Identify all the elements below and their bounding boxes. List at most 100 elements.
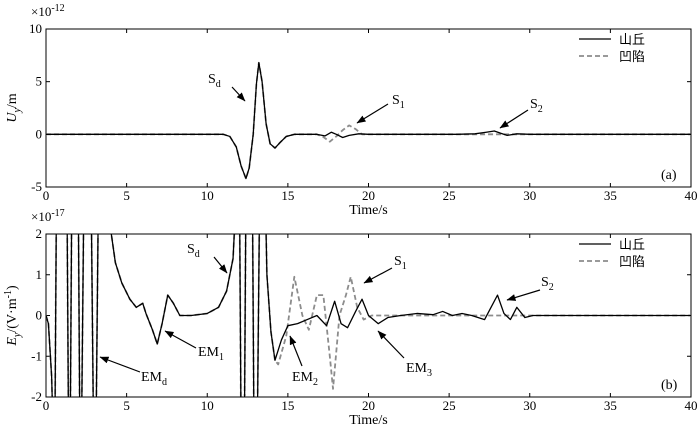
arrow-sd bbox=[213, 256, 228, 274]
arrow-s1 bbox=[356, 103, 389, 124]
annotation-emd-main: EM bbox=[141, 370, 163, 385]
arrow-em2 bbox=[289, 335, 303, 367]
annotation-em2-sub: 2 bbox=[313, 377, 318, 388]
arrow-em3 bbox=[377, 330, 405, 359]
x-tick-label: 30 bbox=[523, 188, 536, 203]
arrow-em1 bbox=[164, 330, 197, 349]
arrow-sd bbox=[231, 86, 246, 102]
x-tick-label: 40 bbox=[685, 188, 698, 203]
x-axis-label: Time/s bbox=[349, 413, 387, 428]
x-tick-label: 10 bbox=[201, 398, 214, 413]
annotation-em2: EM2 bbox=[292, 370, 318, 388]
legend-label: 山丘 bbox=[619, 238, 645, 253]
legend-label: 凹陷 bbox=[619, 50, 645, 65]
y-tick-label: -5 bbox=[31, 179, 42, 194]
y-axis-label-unit-end: ) bbox=[5, 285, 20, 290]
x-tick-label: 20 bbox=[362, 398, 375, 413]
annotation-sd-sub: d bbox=[195, 249, 200, 260]
annotation-sd-sub: d bbox=[216, 79, 221, 90]
annotation-em2-main: EM bbox=[292, 370, 314, 385]
y-tick-label: 2 bbox=[36, 226, 43, 241]
x-tick-label: 15 bbox=[281, 398, 294, 413]
x-tick-label: 20 bbox=[362, 188, 375, 203]
x-tick-label: 0 bbox=[43, 188, 50, 203]
x-tick-label: 5 bbox=[123, 188, 130, 203]
y-axis-label-unit: /m bbox=[5, 93, 20, 108]
annotation-s2-main: S bbox=[530, 97, 538, 112]
y-tick-label: 0 bbox=[36, 308, 43, 323]
panel-b: 0 5 10 15 20 25 30 35 40 -2 -1 0 1 2 ×10-17 Time/s Ey/(V… bbox=[3, 208, 698, 428]
x-tick-label: 40 bbox=[685, 398, 698, 413]
annotation-em1-sub: 1 bbox=[219, 352, 224, 363]
annotation-em3-sub: 3 bbox=[427, 368, 432, 379]
x-tick-label: 0 bbox=[43, 398, 50, 413]
y-axis-label-symbol: E bbox=[5, 337, 20, 347]
plot-frame bbox=[45, 28, 692, 188]
y-axis-label: Ey/(V·m-1) bbox=[3, 285, 23, 347]
series-line-depression bbox=[46, 61, 691, 180]
arrow-s2 bbox=[506, 289, 541, 301]
y-multiplier-exponent: -17 bbox=[51, 208, 64, 219]
annotation-em1: EM1 bbox=[198, 345, 224, 363]
y-tick-label: -1 bbox=[31, 348, 42, 363]
annotation-s1-sub: 1 bbox=[402, 261, 407, 272]
annotation-em1-main: EM bbox=[198, 345, 220, 360]
panel-label: (a) bbox=[661, 168, 677, 183]
panel-a: 0 5 10 15 20 25 30 35 40-50510×10-12Time/sUy/m(a… bbox=[5, 3, 698, 218]
series-group bbox=[46, 61, 691, 180]
annotation-em3-main: EM bbox=[406, 361, 428, 376]
x-tick-label: 35 bbox=[604, 188, 617, 203]
annotation-s2-sub: 2 bbox=[538, 104, 543, 115]
y-multiplier: ×10-17 bbox=[31, 208, 65, 224]
y-multiplier: ×10-12 bbox=[31, 3, 65, 19]
y-axis-label-symbol: U bbox=[5, 112, 20, 123]
annotation-sd: Sd bbox=[187, 242, 200, 260]
legend-label: 凹陷 bbox=[619, 255, 645, 270]
y-tick-label: 10 bbox=[29, 21, 42, 36]
annotation-s2-sub: 2 bbox=[549, 282, 554, 293]
x-tick-label: 25 bbox=[443, 398, 456, 413]
y-axis-label-sub: y bbox=[12, 108, 23, 114]
y-axis-label-unit: /(V·m bbox=[5, 298, 20, 332]
arrow-s2 bbox=[499, 109, 529, 129]
panel-label: (b) bbox=[661, 378, 678, 393]
x-tick-label: 35 bbox=[604, 398, 617, 413]
annotation-emd: EMd bbox=[141, 370, 167, 388]
y-multiplier-exponent: -12 bbox=[51, 3, 64, 14]
legend-label: 山丘 bbox=[619, 33, 645, 48]
annotation-sd: Sd bbox=[208, 72, 221, 90]
annotation-emd-sub: d bbox=[162, 377, 167, 388]
annotation-sd-main: S bbox=[208, 72, 216, 87]
y-tick-label: 1 bbox=[36, 267, 43, 282]
x-axis-label: Time/s bbox=[349, 203, 387, 218]
x-tick-label: 10 bbox=[201, 188, 214, 203]
y-multiplier-base: ×10 bbox=[31, 4, 51, 19]
annotation-s2-main: S bbox=[541, 275, 549, 290]
annotation-s1-main: S bbox=[392, 93, 400, 108]
y-multiplier-base: ×10 bbox=[31, 209, 51, 224]
arrow-emd bbox=[99, 356, 141, 373]
annotation-s1: S1 bbox=[394, 254, 407, 272]
y-tick-label: 5 bbox=[36, 74, 43, 89]
arrow-s1 bbox=[363, 267, 393, 284]
y-axis-label-sub: y bbox=[12, 332, 23, 338]
x-tick-label: 30 bbox=[523, 398, 536, 413]
annotation-em3: EM3 bbox=[406, 361, 432, 379]
x-tick-label: 5 bbox=[123, 398, 130, 413]
series-line-hill bbox=[46, 62, 691, 180]
annotation-sd-main: S bbox=[187, 242, 195, 257]
annotation-s1-main: S bbox=[394, 254, 402, 269]
y-axis-label: Uy/m bbox=[5, 93, 23, 122]
annotation-s1-sub: 1 bbox=[400, 100, 405, 111]
annotation-s2: S2 bbox=[530, 97, 543, 115]
annotation-s2: S2 bbox=[541, 275, 554, 293]
annotation-s1: S1 bbox=[392, 93, 405, 111]
y-tick-label: -2 bbox=[31, 389, 42, 404]
x-tick-label: 15 bbox=[281, 188, 294, 203]
series-group bbox=[46, 234, 691, 397]
x-tick-label: 25 bbox=[443, 188, 456, 203]
y-tick-label: 0 bbox=[36, 126, 43, 141]
series-line-hill bbox=[46, 234, 691, 397]
y-axis-label-unit-sup: -1 bbox=[3, 290, 14, 298]
